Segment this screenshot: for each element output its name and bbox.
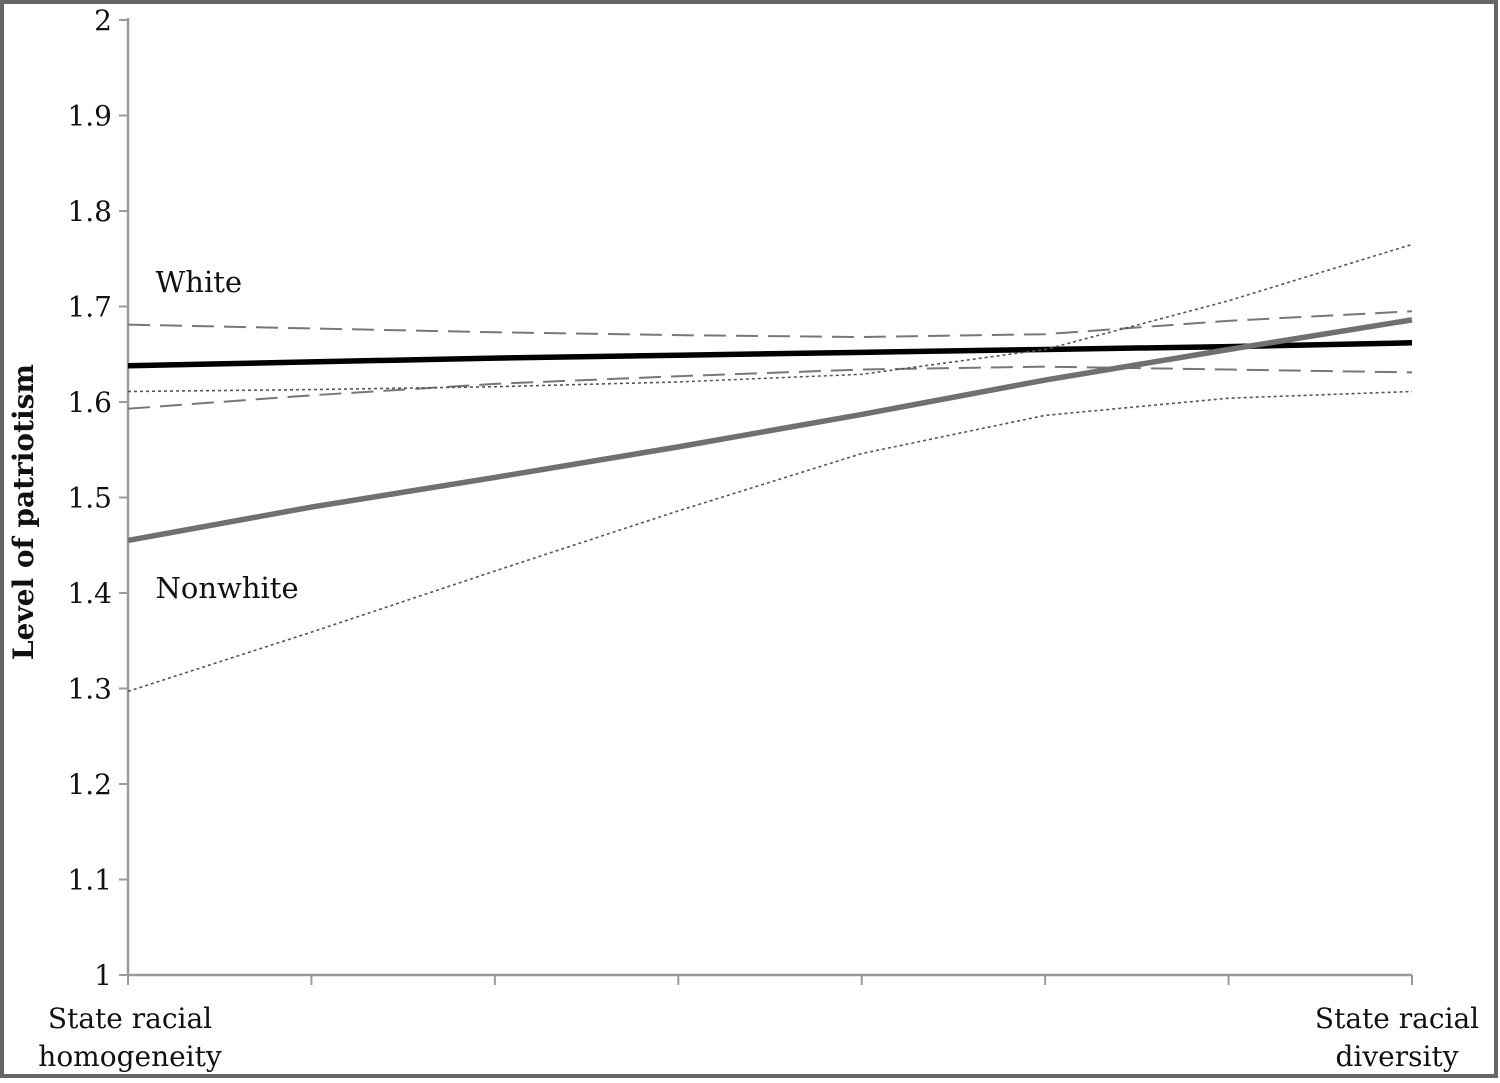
y-tick-label: 1.7 bbox=[67, 291, 112, 324]
series-label-nonwhite: Nonwhite bbox=[156, 571, 299, 605]
y-tick-label: 1.3 bbox=[67, 673, 112, 706]
y-axis-title: Level of patriotism bbox=[7, 364, 40, 660]
y-tick-label: 1.8 bbox=[67, 195, 112, 228]
y-tick-label: 1.4 bbox=[67, 577, 112, 610]
axes-group: 1 1.1 1.2 1.3 1.4 1.5 1.6 1.7 1.8 1.9 2 State racia… bbox=[38, 4, 1479, 1073]
y-tick-label: 1.1 bbox=[67, 864, 112, 897]
x-label-diversity: diversity bbox=[1335, 1040, 1458, 1073]
y-tick-label: 1.2 bbox=[67, 768, 112, 801]
series-line-4 bbox=[127, 317, 1413, 544]
x-label-homogeneity: State racial bbox=[48, 1002, 212, 1035]
series-line-2 bbox=[127, 310, 1413, 339]
labels-group: White Nonwhite bbox=[156, 265, 299, 605]
series-group bbox=[127, 243, 1413, 693]
series-line-5 bbox=[127, 243, 1413, 393]
y-tick-label: 1 bbox=[94, 959, 112, 992]
y-tick-label: 1.6 bbox=[67, 386, 112, 419]
y-tick-label: 1.9 bbox=[67, 100, 112, 133]
y-tick-label: 2 bbox=[94, 4, 112, 37]
series-line-6 bbox=[127, 390, 1413, 693]
series-label-white: White bbox=[156, 265, 243, 299]
series-line-3 bbox=[127, 365, 1413, 410]
x-label-diversity: State racial bbox=[1315, 1002, 1479, 1035]
y-tick-label: 1.5 bbox=[67, 482, 112, 515]
series-line-1 bbox=[127, 340, 1413, 369]
x-label-homogeneity: homogeneity bbox=[38, 1040, 222, 1073]
